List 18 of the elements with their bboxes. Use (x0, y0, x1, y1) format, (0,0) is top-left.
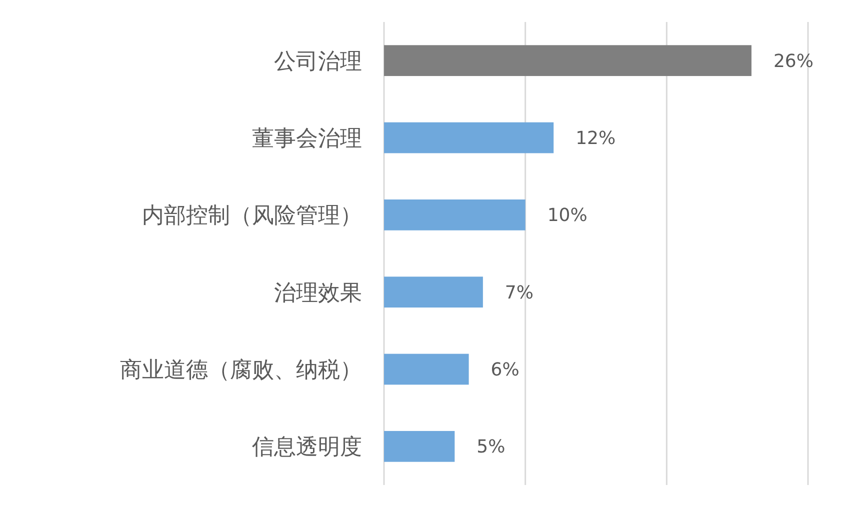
y-tick-label: 董事会治理 (252, 126, 362, 152)
data-label: 10% (547, 205, 588, 226)
y-tick-label: 公司治理 (274, 49, 362, 74)
bar (384, 276, 483, 308)
bar (384, 430, 455, 462)
data-label: 12% (576, 128, 616, 150)
data-label: 6% (490, 360, 520, 381)
data-label: 26% (773, 50, 814, 72)
data-label: 7% (504, 282, 534, 304)
data-label: 5% (476, 436, 506, 458)
y-tick-label: 信息透明度 (252, 435, 362, 460)
y-tick-label: 内部控制（风险管理） (142, 204, 362, 229)
y-tick-label: 商业道德（腐败、纳税） (120, 358, 362, 383)
bar (384, 122, 554, 154)
bar (384, 199, 526, 230)
y-tick-label: 治理效果 (274, 280, 362, 306)
bar (384, 45, 752, 76)
bar (384, 354, 469, 385)
